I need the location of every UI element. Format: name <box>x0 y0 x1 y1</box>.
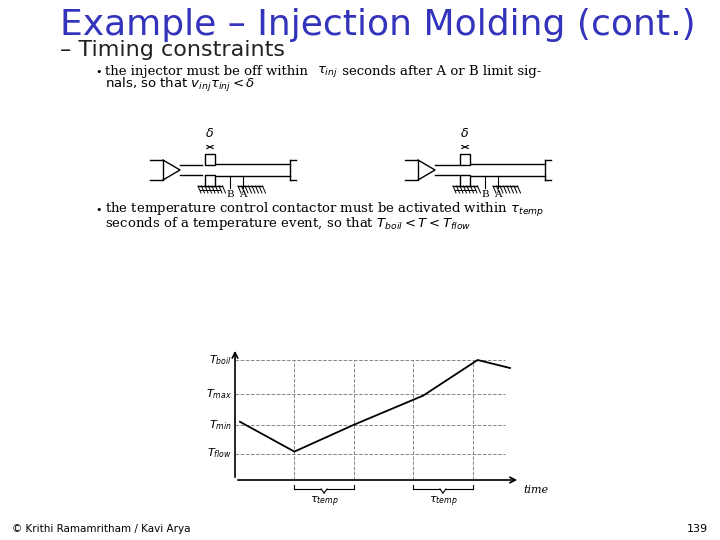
Text: 139: 139 <box>687 524 708 534</box>
Text: •: • <box>95 205 102 215</box>
Text: $T_{flow}$: $T_{flow}$ <box>207 447 232 461</box>
Text: © Krithi Ramamritham / Kavi Arya: © Krithi Ramamritham / Kavi Arya <box>12 524 191 534</box>
Polygon shape <box>418 160 435 180</box>
Text: the temperature control contactor must be activated within $\tau_{temp}$: the temperature control contactor must b… <box>105 201 544 219</box>
Text: $T_{min}$: $T_{min}$ <box>209 418 232 431</box>
Text: $\tau_{temp}$: $\tau_{temp}$ <box>428 495 457 509</box>
Polygon shape <box>163 160 180 180</box>
Text: seconds after A or B limit sig-: seconds after A or B limit sig- <box>338 65 541 78</box>
Text: A: A <box>239 190 247 199</box>
Bar <box>460 175 470 186</box>
Text: Example – Injection Molding (cont.): Example – Injection Molding (cont.) <box>60 8 696 42</box>
Polygon shape <box>150 160 163 180</box>
Text: time: time <box>523 485 548 495</box>
Text: A: A <box>494 190 502 199</box>
Text: seconds of a temperature event, so that $T_{boil} < T < T_{flow}$: seconds of a temperature event, so that … <box>105 214 472 232</box>
Text: $\tau_{temp}$: $\tau_{temp}$ <box>310 495 338 509</box>
Text: $\delta$: $\delta$ <box>205 127 215 140</box>
Text: the injector must be off within: the injector must be off within <box>105 65 312 78</box>
Text: $\delta$: $\delta$ <box>461 127 469 140</box>
Text: B: B <box>481 190 489 199</box>
Text: $T_{max}$: $T_{max}$ <box>206 387 232 401</box>
Polygon shape <box>205 165 215 175</box>
Text: •: • <box>95 67 102 77</box>
Bar <box>460 154 470 165</box>
Text: B: B <box>226 190 234 199</box>
Text: $\tau_{inj}$: $\tau_{inj}$ <box>317 64 338 79</box>
Bar <box>205 154 215 165</box>
Bar <box>205 175 215 186</box>
Text: – Timing constraints: – Timing constraints <box>60 40 285 60</box>
Text: nals, so that $v_{inj}\tau_{inj} < \delta$: nals, so that $v_{inj}\tau_{inj} < \delt… <box>105 76 255 94</box>
Text: $T_{boil}$: $T_{boil}$ <box>210 353 232 367</box>
Polygon shape <box>460 165 470 175</box>
Polygon shape <box>405 160 418 180</box>
